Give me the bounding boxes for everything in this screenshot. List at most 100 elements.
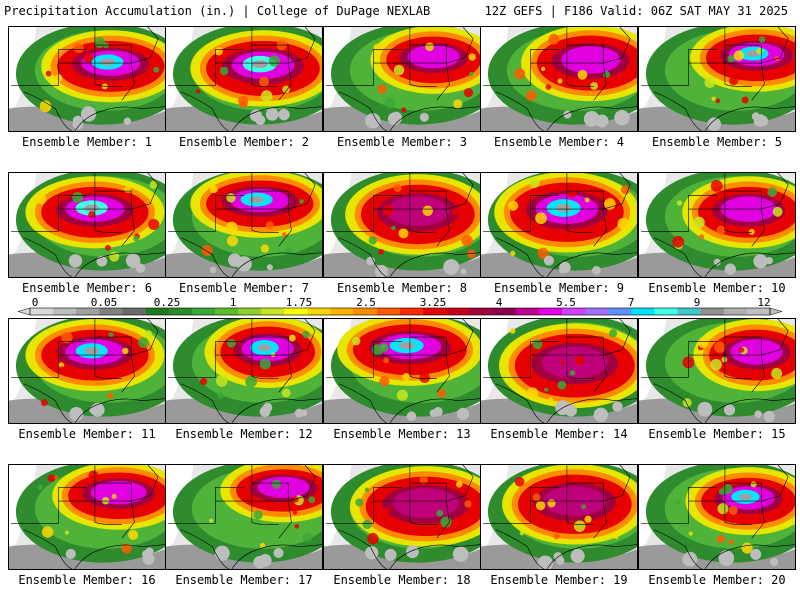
colorbar-tick-label: 12 bbox=[757, 296, 770, 309]
precip-extreme-core bbox=[392, 488, 459, 519]
state-borders bbox=[641, 337, 726, 378]
ensemble-member-label: Ensemble Member: 8 bbox=[336, 281, 468, 295]
gulf-coastline bbox=[546, 544, 638, 570]
ensemble-member-label: Ensemble Member: 7 bbox=[178, 281, 310, 295]
colorbar-swatch bbox=[746, 308, 771, 315]
gulf-coastline bbox=[704, 252, 796, 278]
colorbar-tick-label: 9 bbox=[694, 296, 701, 309]
country-border bbox=[23, 383, 75, 424]
country-border bbox=[495, 237, 547, 278]
colorbar-swatch bbox=[145, 308, 170, 315]
ensemble-member-map bbox=[638, 172, 796, 278]
colorbar-swatch bbox=[99, 308, 123, 315]
country-border bbox=[653, 91, 705, 132]
country-border bbox=[495, 383, 547, 424]
country-border bbox=[180, 237, 232, 278]
ensemble-member-label: Ensemble Member: 11 bbox=[18, 427, 156, 441]
gulf-coastline bbox=[389, 398, 481, 424]
country-border bbox=[338, 383, 390, 424]
ensemble-member-map bbox=[638, 464, 796, 570]
state-borders bbox=[641, 483, 726, 524]
gulf-coastline bbox=[231, 252, 323, 278]
ensemble-member-label: Ensemble Member: 5 bbox=[651, 135, 783, 149]
ensemble-member-label: Ensemble Member: 12 bbox=[175, 427, 313, 441]
colorbar-swatch bbox=[76, 308, 100, 315]
gulf-coastline bbox=[704, 398, 796, 424]
colorbar-swatch bbox=[353, 308, 378, 315]
panel-frame bbox=[638, 318, 796, 424]
colorbar-tick-label: 1.75 bbox=[286, 296, 313, 309]
panel-frame bbox=[638, 26, 796, 132]
ensemble-member-label: Ensemble Member: 1 bbox=[21, 135, 153, 149]
colorbar-swatch bbox=[654, 308, 678, 315]
country-border bbox=[653, 383, 705, 424]
ensemble-member-map bbox=[165, 172, 323, 278]
country-border bbox=[338, 529, 390, 570]
panel-frame bbox=[480, 464, 638, 570]
gulf-coastline bbox=[704, 106, 796, 132]
gulf-coastline bbox=[704, 544, 796, 570]
colorbar-swatch bbox=[492, 308, 517, 315]
country-border bbox=[23, 91, 75, 132]
ensemble-member-label: Ensemble Member: 17 bbox=[175, 573, 313, 587]
state-borders bbox=[483, 483, 568, 524]
country-border bbox=[338, 237, 390, 278]
state-borders bbox=[326, 337, 411, 378]
precip-extreme-core bbox=[541, 346, 608, 379]
colorbar-tick-label: 0.25 bbox=[154, 296, 181, 309]
ensemble-member-map bbox=[323, 26, 481, 132]
ensemble-member-map bbox=[8, 26, 166, 132]
state-borders bbox=[11, 191, 96, 232]
colorbar-swatch bbox=[284, 308, 308, 315]
country-border bbox=[23, 237, 75, 278]
country-border bbox=[180, 383, 232, 424]
colorbar-swatch bbox=[538, 308, 563, 315]
run-valid-info: 12Z GEFS | F186 Valid: 06Z SAT MAY 31 20… bbox=[484, 4, 788, 18]
map-title: Precipitation Accumulation (in.) | Colle… bbox=[4, 4, 431, 18]
gulf-coastline bbox=[231, 106, 323, 132]
gulf-coastline bbox=[74, 398, 166, 424]
ensemble-member-label: Ensemble Member: 19 bbox=[490, 573, 628, 587]
state-borders bbox=[483, 337, 568, 378]
colorbar-swatch bbox=[446, 308, 470, 315]
colorbar-tick-label: 3.25 bbox=[420, 296, 447, 309]
gulf-coastline bbox=[389, 106, 481, 132]
ensemble-member-label: Ensemble Member: 15 bbox=[648, 427, 786, 441]
ensemble-member-map bbox=[323, 318, 481, 424]
ensemble-member-label: Ensemble Member: 20 bbox=[648, 573, 786, 587]
state-borders bbox=[483, 191, 568, 232]
colorbar-swatch bbox=[400, 308, 424, 315]
country-border bbox=[653, 529, 705, 570]
country-border bbox=[180, 91, 232, 132]
state-borders bbox=[168, 191, 253, 232]
colorbar-swatch bbox=[168, 308, 193, 315]
ensemble-member-map bbox=[165, 26, 323, 132]
panel-frame bbox=[165, 26, 323, 132]
colorbar-swatch bbox=[561, 308, 586, 315]
ensemble-member-label: Ensemble Member: 14 bbox=[490, 427, 628, 441]
colorbar-tick-label: 1 bbox=[230, 296, 237, 309]
gulf-coastline bbox=[389, 544, 481, 570]
colorbar-swatch bbox=[515, 308, 540, 315]
colorbar-swatch bbox=[53, 308, 77, 315]
ensemble-member-map bbox=[638, 318, 796, 424]
colorbar-swatch bbox=[376, 308, 401, 315]
ensemble-member-map bbox=[323, 172, 481, 278]
colorbar-swatch bbox=[30, 308, 54, 315]
state-borders bbox=[168, 483, 253, 524]
precip-extreme-core bbox=[386, 196, 450, 227]
colorbar-swatch bbox=[307, 308, 332, 315]
ensemble-member-label: Ensemble Member: 2 bbox=[178, 135, 310, 149]
precip-extreme-core bbox=[257, 476, 310, 498]
state-borders bbox=[11, 483, 96, 524]
panel-frame bbox=[480, 318, 638, 424]
ensemble-member-map bbox=[8, 464, 166, 570]
colorbar-swatch bbox=[608, 308, 632, 315]
gulf-coastline bbox=[74, 544, 166, 570]
panel-frame bbox=[165, 464, 323, 570]
state-borders bbox=[641, 191, 726, 232]
colorbar-swatch bbox=[700, 308, 725, 315]
colorbar-swatch bbox=[423, 308, 447, 315]
ensemble-member-label: Ensemble Member: 3 bbox=[336, 135, 468, 149]
ensemble-member-map bbox=[638, 26, 796, 132]
